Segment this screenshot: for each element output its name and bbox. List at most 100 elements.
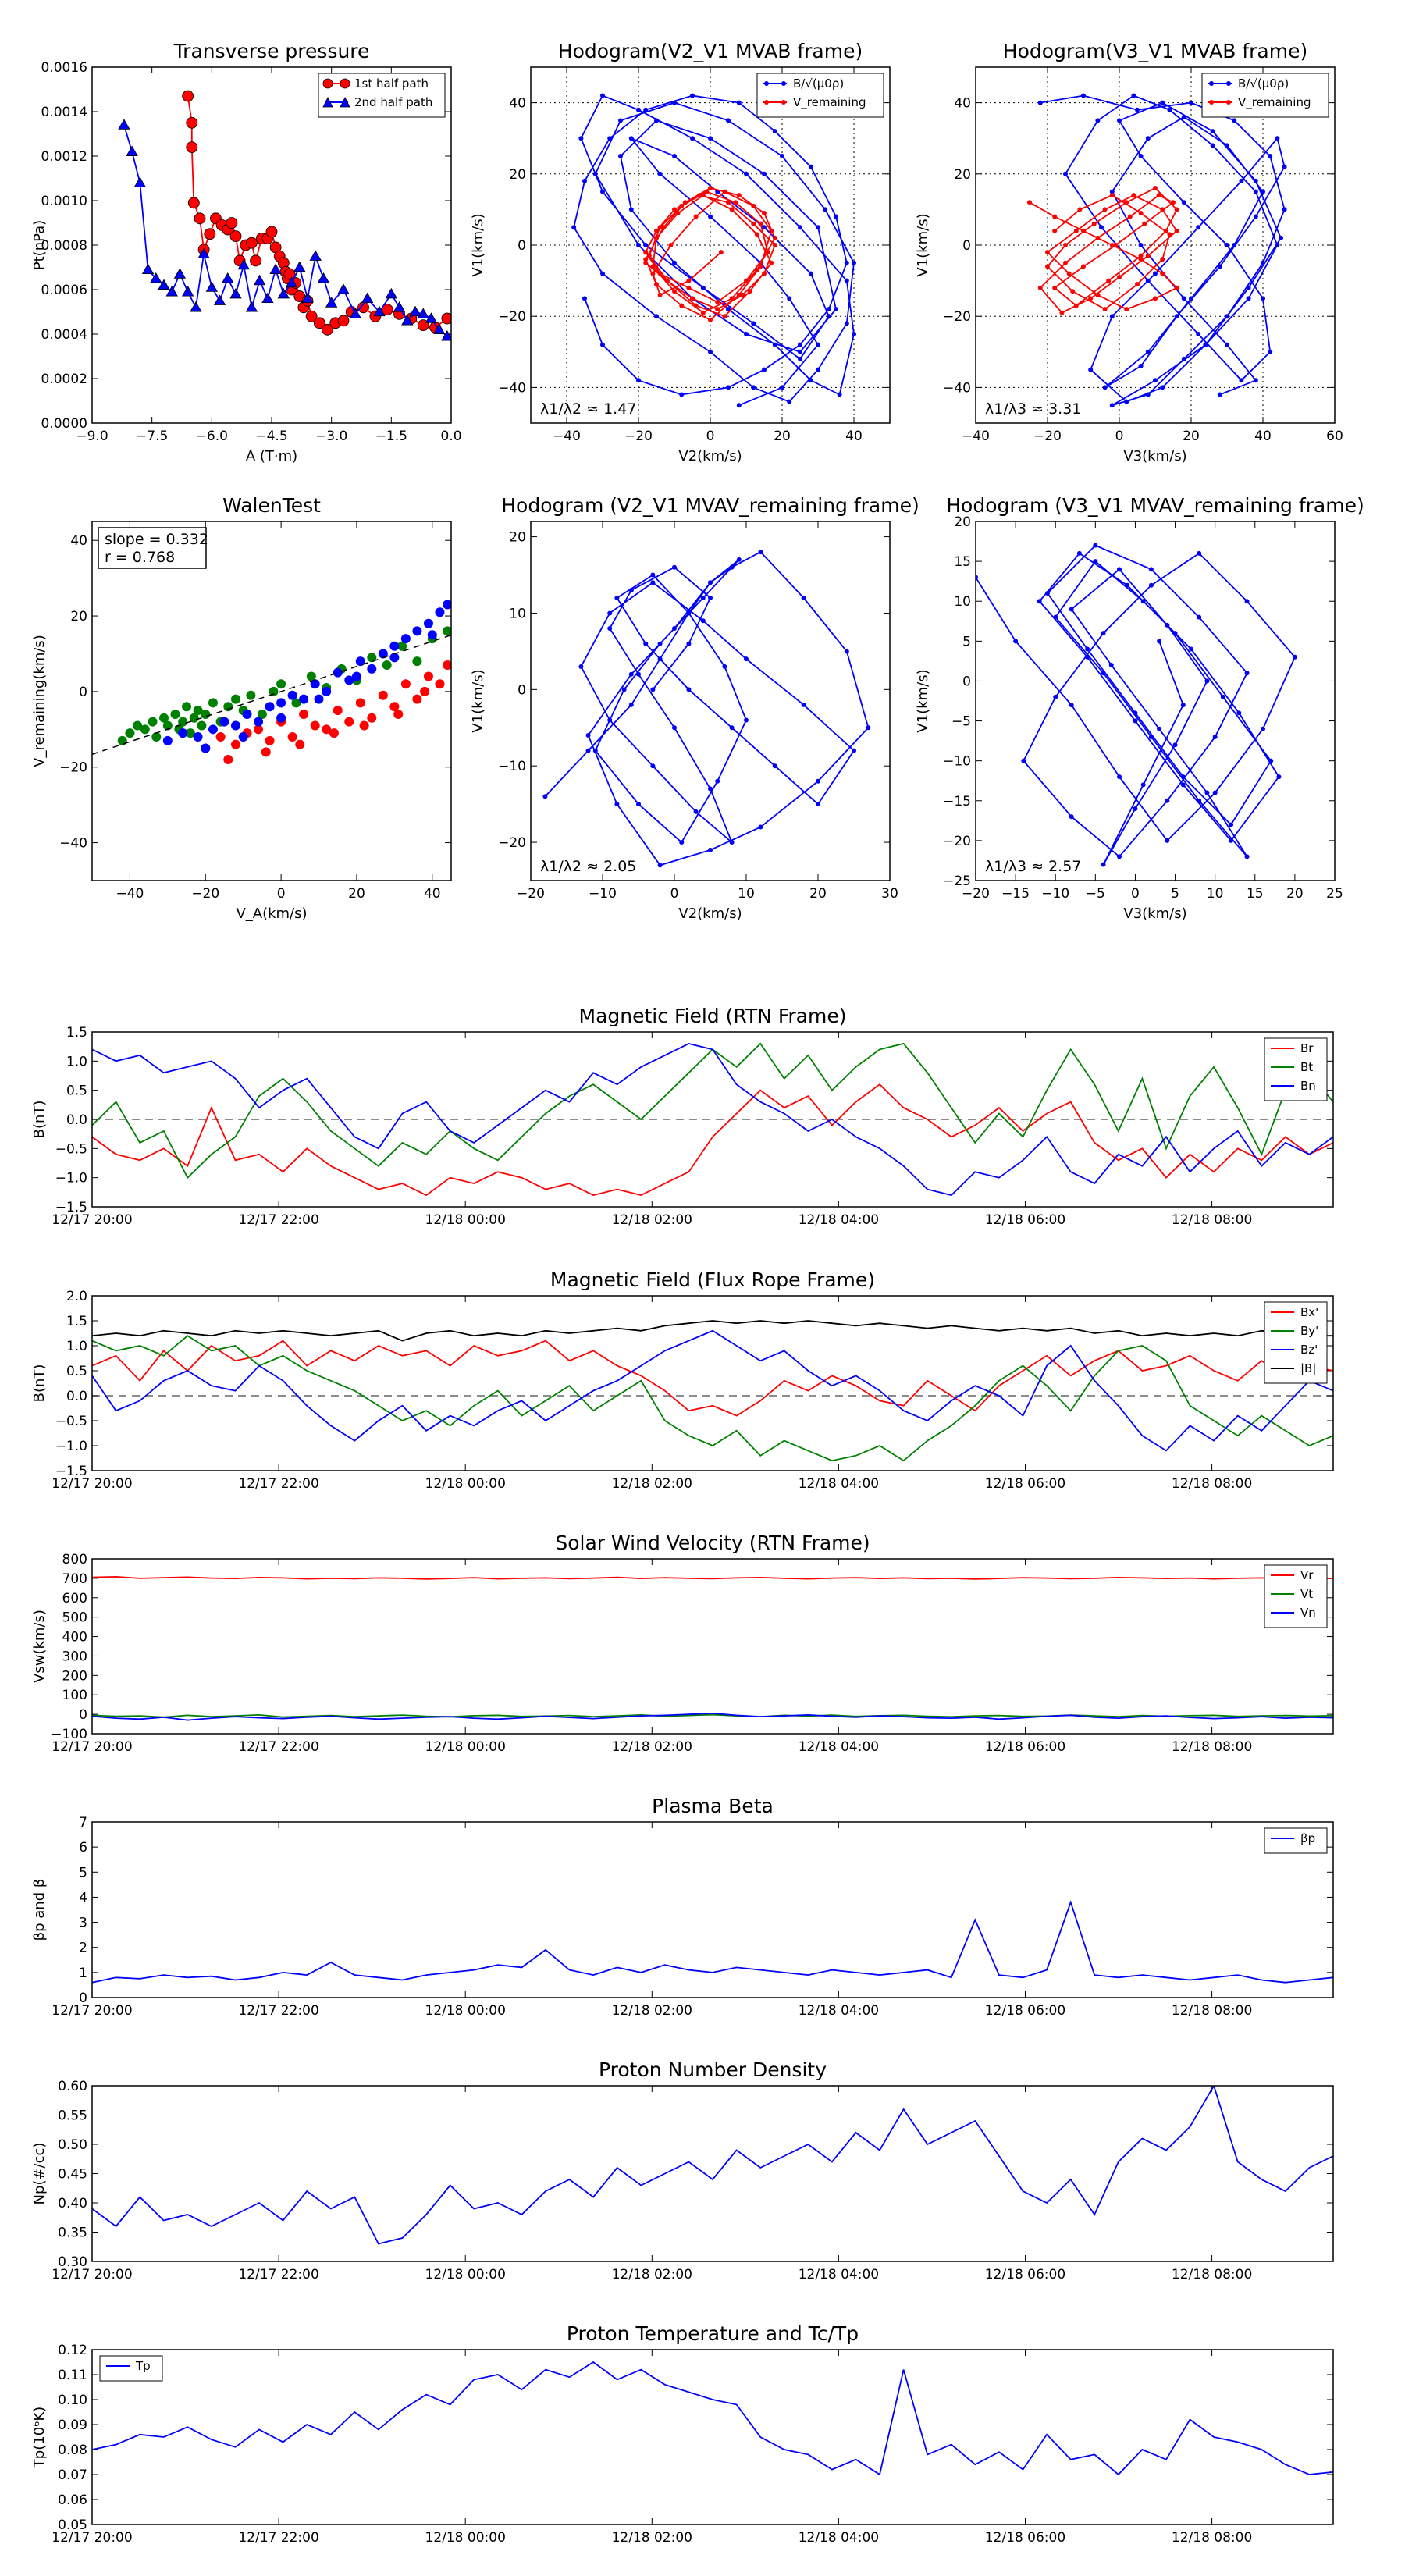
chart-walen: WalenTest −40 −20 0 20 40 −40 −20 0 20 40 V_A(km/s)… [31, 494, 452, 922]
plot-area [542, 550, 871, 868]
series-v-remaining-marker [769, 228, 774, 233]
y-tick-label: −100 [51, 1727, 87, 1742]
x-tick-label: 12/17 20:00 [52, 2530, 132, 2546]
series-1st-half-path-marker [265, 226, 278, 238]
series-1st-half-path-marker [246, 237, 258, 249]
series-b-0--marker [834, 307, 838, 312]
x-tick-label: 12/17 20:00 [52, 1212, 132, 1228]
y-tick-label: 0.06 [58, 2492, 87, 2508]
series-2nd-half-path-marker [337, 283, 350, 294]
chart-hodo4: Hodogram (V3_V1 MVAV_remaining frame) −20… [915, 494, 1364, 922]
y-tick-label: 40 [70, 533, 87, 549]
series-2-marker [351, 671, 361, 681]
x-tick-label: −5 [1086, 886, 1105, 902]
x-tick-label: 12/18 06:00 [985, 2530, 1065, 2546]
y-tick-label: −20 [59, 760, 87, 776]
y-tick-label: 1.5 [66, 1025, 87, 1041]
x-tick-label: 60 [1326, 429, 1343, 444]
series-v-remaining-marker [693, 214, 699, 219]
y-tick-label: 700 [62, 1571, 87, 1587]
y-axis-label: V1(km/s) [915, 213, 931, 276]
series-0-marker [657, 863, 663, 868]
series-b-0--marker [1261, 189, 1265, 194]
series-2-marker [208, 724, 218, 735]
x-tick-label: 12/18 06:00 [985, 1739, 1065, 1755]
fit-line [92, 634, 451, 755]
x-tick-label: −15 [1001, 886, 1030, 902]
series-b-0--marker [578, 136, 584, 141]
legend-marker [322, 97, 333, 108]
series-v-remaining-marker [675, 210, 681, 215]
series-v-remaining-marker [690, 296, 695, 301]
series-v-remaining-marker [715, 299, 720, 304]
series-v-remaining-marker [1052, 285, 1058, 290]
series-0-marker [159, 713, 169, 723]
series-b-0--marker [1131, 93, 1136, 98]
legend-box [318, 73, 446, 118]
x-tick-label: 12/18 04:00 [799, 2267, 879, 2282]
series-2nd-half-path-marker [213, 294, 226, 305]
legend-label: B/√(μ0ρ) [793, 76, 844, 91]
series-0-marker [1244, 599, 1250, 604]
series-0-marker [1165, 622, 1170, 628]
series-vt-line [92, 1713, 1333, 1718]
series-0-marker [1101, 631, 1106, 636]
series-v-remaining-marker [643, 260, 649, 265]
y-tick-label: −0.5 [55, 1414, 87, 1429]
x-tick-label: 20 [348, 886, 365, 902]
legend-marker [1226, 100, 1231, 105]
y-axis-label: V1(km/s) [470, 669, 486, 732]
chart-title: Transverse pressure [173, 40, 370, 62]
series-b-0--marker [1181, 114, 1186, 119]
x-tick-label: 12/18 04:00 [799, 1739, 879, 1755]
series-1-marker [389, 702, 400, 712]
y-axis-label: Pt(nPa) [31, 220, 48, 270]
chart-pt: Transverse pressure −9.0 −7.5 −6.0 −4.5 −3.0 −… [31, 40, 462, 464]
series-0-marker [614, 595, 620, 600]
series-b-0--marker [672, 260, 677, 265]
x-axis-label: V_A(km/s) [236, 906, 307, 922]
series-bn-line [92, 1042, 1333, 1197]
x-tick-label: 20 [809, 886, 827, 902]
series-v-remaining-marker [679, 303, 685, 308]
series-v-remaining-marker [722, 189, 727, 194]
series-v-remaining-marker [1160, 207, 1165, 212]
series-b-0--marker [751, 321, 756, 326]
series-1-marker [329, 728, 339, 738]
series-b-0--marker [1181, 200, 1186, 205]
series-0-marker [1037, 599, 1042, 604]
series-b-0--marker [1253, 189, 1258, 194]
series-v-remaining-marker [1088, 296, 1094, 301]
x-tick-label: 0 [670, 886, 679, 902]
series-0-marker [148, 717, 158, 727]
series-b-0--marker [1174, 314, 1179, 319]
series-1-marker [378, 690, 388, 700]
series-0-marker [801, 595, 806, 600]
series-2-marker [389, 653, 400, 663]
axes-frame [530, 521, 891, 881]
x-tick-label: 12/18 08:00 [1172, 2267, 1252, 2282]
y-axis-label: Tp(10⁶K) [31, 2407, 48, 2468]
x-tick-label: −20 [962, 886, 990, 902]
series-1st-half-path-marker [381, 304, 393, 316]
x-tick-label: 12/18 06:00 [985, 2267, 1065, 2282]
series-v-remaining-marker [1102, 207, 1108, 212]
series-v-remaining-marker [729, 296, 735, 301]
series-b-0--marker [726, 118, 731, 123]
chart-ts_tp: Proton Temperature and Tc/Tp 12/17 20:00 1… [31, 2322, 1334, 2546]
x-axis-label: A (T·m) [246, 448, 297, 464]
series-v-remaining-marker [1174, 228, 1179, 233]
series-0-marker [628, 588, 634, 593]
series-b-0--marker [654, 314, 659, 319]
series-0-marker [1244, 671, 1250, 676]
series-b-0--marker [1181, 356, 1186, 361]
series-0-marker [607, 717, 613, 723]
series-b-0--marker [1268, 349, 1273, 354]
series-0-marker [1172, 631, 1178, 636]
series-b-0--marker [762, 225, 767, 230]
series-0-marker [1108, 663, 1114, 667]
series-b-0--marker [1253, 178, 1258, 183]
series-0-marker [650, 580, 656, 585]
series-2-marker [367, 664, 377, 674]
series-v-remaining-marker [1095, 235, 1101, 240]
